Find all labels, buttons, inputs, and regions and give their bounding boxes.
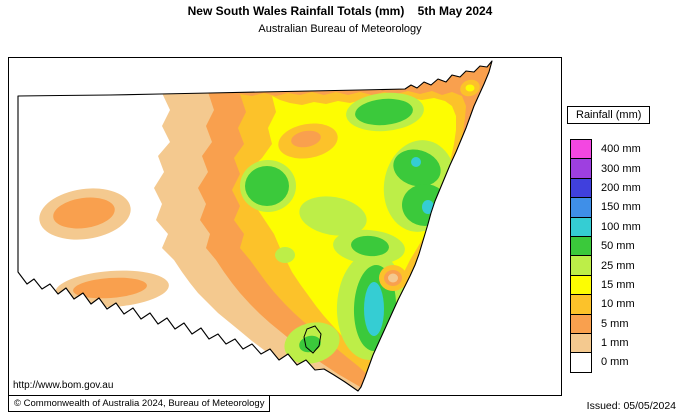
legend-row: 150 mm xyxy=(570,197,641,218)
legend-label: 0 mm xyxy=(601,356,629,369)
legend-label: 1 mm xyxy=(601,337,629,350)
legend-label: 50 mm xyxy=(601,240,635,253)
legend-row: 0 mm xyxy=(570,352,641,373)
legend-row: 50 mm xyxy=(570,235,641,257)
legend-label: 300 mm xyxy=(601,162,641,175)
legend-swatch-5mm xyxy=(570,313,592,334)
legend-row: 1 mm xyxy=(570,332,641,354)
page-title: New South Wales Rainfall Totals (mm) 5th… xyxy=(187,4,493,18)
legend: 400 mm 300 mm 200 mm 150 mm 100 mm 50 mm 25 mm… xyxy=(570,139,641,373)
legend-row: 200 mm xyxy=(570,177,641,199)
legend-label: 150 mm xyxy=(601,201,641,214)
act-border xyxy=(303,325,322,354)
bom-url: http://www.bom.gov.au xyxy=(13,380,114,391)
legend-swatch-50mm xyxy=(570,235,592,257)
legend-swatch-25mm xyxy=(570,255,592,276)
legend-row: 10 mm xyxy=(570,294,641,315)
legend-swatch-15mm xyxy=(570,274,592,296)
legend-row: 15 mm xyxy=(570,274,641,296)
legend-title: Rainfall (mm) xyxy=(567,106,651,124)
page-subtitle: Australian Bureau of Meteorology xyxy=(258,23,422,35)
legend-label: 5 mm xyxy=(601,317,629,330)
legend-row: 25 mm xyxy=(570,255,641,276)
legend-label: 400 mm xyxy=(601,143,641,156)
contour-region-100mm xyxy=(364,157,434,336)
legend-label: 200 mm xyxy=(601,181,641,194)
legend-swatch-10mm xyxy=(570,294,592,315)
legend-label: 25 mm xyxy=(601,259,635,272)
legend-swatch-200mm xyxy=(570,177,592,199)
legend-swatch-300mm xyxy=(570,158,592,179)
legend-label: 15 mm xyxy=(601,278,635,291)
legend-row: 300 mm xyxy=(570,158,641,179)
legend-swatch-1mm xyxy=(570,332,592,354)
legend-swatch-100mm xyxy=(570,216,592,237)
legend-swatch-150mm xyxy=(570,197,592,218)
nsw-state-border xyxy=(17,60,493,392)
issued-date: Issued: 05/05/2024 xyxy=(586,400,676,412)
legend-row: 100 mm xyxy=(570,216,641,237)
legend-swatch-0mm xyxy=(570,352,592,373)
legend-swatch-400mm xyxy=(570,139,592,160)
legend-label: 100 mm xyxy=(601,220,641,233)
legend-label: 10 mm xyxy=(601,298,635,311)
copyright-notice: © Commonwealth of Australia 2024, Bureau… xyxy=(8,395,271,412)
legend-row: 5 mm xyxy=(570,313,641,334)
dry-spot-rings xyxy=(379,265,407,291)
legend-row: 400 mm xyxy=(570,139,641,160)
